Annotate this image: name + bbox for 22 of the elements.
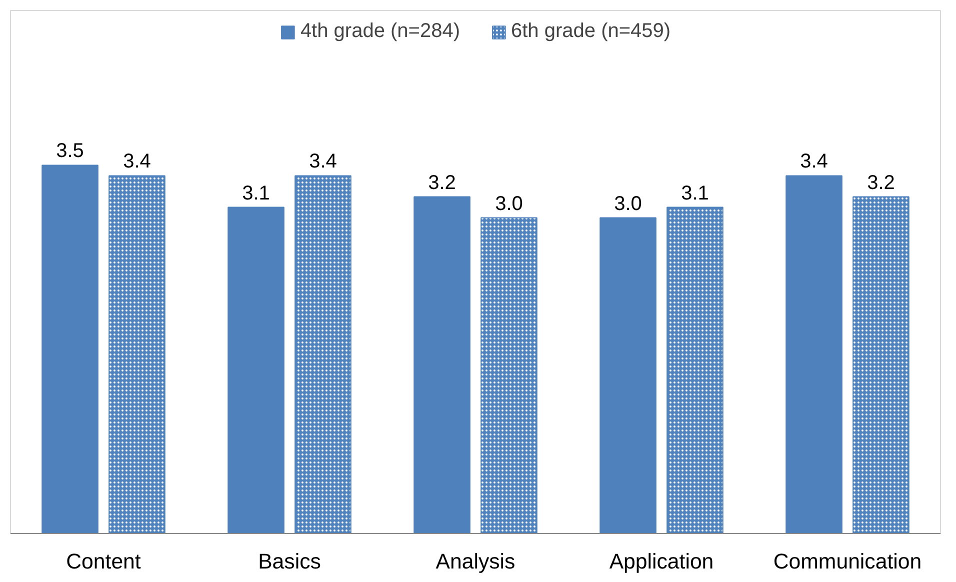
data-label: 3.4 (123, 150, 151, 173)
data-label: 3.4 (800, 150, 828, 173)
data-label: 3.0 (495, 192, 523, 215)
data-label: 3.5 (56, 140, 84, 162)
legend-label: 4th grade (n=284) (300, 20, 460, 43)
data-label: 3.2 (867, 172, 895, 194)
data-label: 3.4 (309, 150, 337, 173)
x-tick-label: Basics (258, 550, 321, 574)
data-label: 3.1 (242, 182, 270, 204)
bar (228, 206, 284, 534)
data-label: 3.1 (681, 182, 709, 204)
legend-label: 6th grade (n=459) (511, 20, 671, 43)
x-tick-label: Analysis (436, 550, 516, 574)
data-label: 3.0 (614, 192, 642, 215)
bar (414, 196, 470, 534)
x-tick-label: Application (609, 550, 714, 574)
bar (786, 175, 842, 534)
x-tick-label: Content (66, 550, 141, 574)
bar (42, 164, 98, 534)
bar (600, 217, 656, 534)
x-tick-label: Communication (773, 550, 922, 574)
data-label: 3.2 (428, 172, 456, 194)
